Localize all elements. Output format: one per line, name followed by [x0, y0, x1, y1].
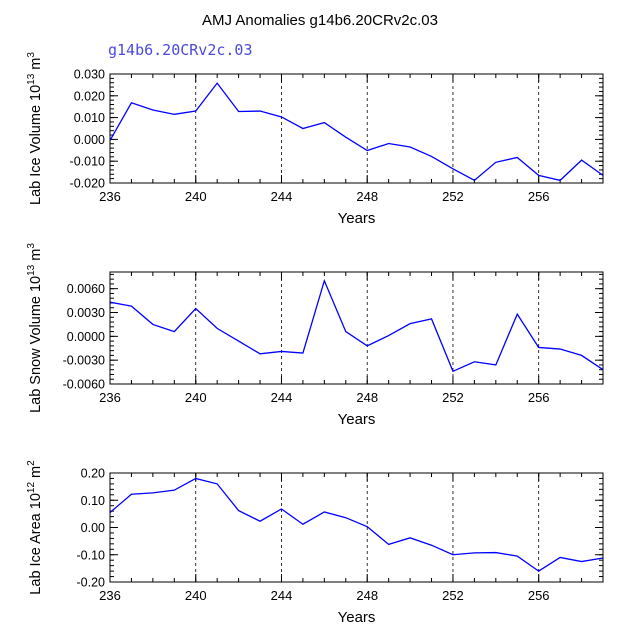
y-tick-label: -0.0030 [63, 354, 105, 368]
x-tick-label: 248 [356, 588, 378, 603]
x-tick-label: 256 [528, 390, 550, 405]
y-axis-label-unit: m [28, 58, 44, 74]
y-axis-label-unit-exponent: 3 [26, 52, 37, 58]
y-tick-label: 0.0030 [67, 306, 105, 320]
y-tick-label: -0.010 [70, 155, 105, 169]
x-tick-label: 240 [185, 390, 207, 405]
figure-title: AMJ Anomalies g14b6.20CRv2c.03 [202, 12, 438, 29]
x-tick-label: 256 [528, 189, 550, 204]
x-tick-label: 252 [442, 189, 464, 204]
x-tick-label: 240 [185, 189, 207, 204]
y-axis-label-exponent: 12 [26, 482, 37, 494]
y-tick-label: 0.010 [74, 111, 105, 125]
y-tick-label: 0.000 [74, 133, 105, 147]
y-tick-label: -0.20 [77, 576, 106, 590]
y-axis-label: Lab Ice Area 1012 m2 [26, 460, 44, 595]
y-axis-label-text: Lab Snow Volume 10 [28, 276, 44, 413]
x-tick-label: 244 [271, 588, 293, 603]
y-axis-label-exponent: 13 [26, 73, 37, 85]
x-axis-label: Years [338, 609, 376, 626]
chart-panel-1: 236 240 244 248 252 256 -0.020 -0.010 0.000 0.010… [26, 52, 604, 227]
x-tick-label: 244 [271, 390, 293, 405]
chart-panel-3: 236 240 244 248 252 256 -0.20 -0.10 0.00 0.10 0.20… [26, 460, 604, 626]
y-axis-label-unit-exponent: 3 [26, 243, 37, 249]
y-tick-label: -0.0060 [63, 378, 105, 392]
y-tick-label: -0.020 [70, 177, 105, 191]
chart-panel-2: 236 240 244 248 252 256 -0.0060 -0.0030 0.0000 0.… [26, 243, 604, 428]
data-series-line [109, 278, 604, 373]
y-tick-label: 0.0000 [67, 330, 105, 344]
x-tick-label: 252 [442, 390, 464, 405]
x-axis-label: Years [338, 411, 376, 428]
plot-frame [109, 472, 604, 583]
y-tick-label: 0.20 [81, 467, 105, 481]
y-tick-label: 0.0060 [67, 282, 105, 296]
x-axis-label: Years [338, 210, 376, 227]
case-label: g14b6.20CRv2c.03 [108, 41, 253, 59]
x-tick-label: 244 [271, 189, 293, 204]
y-axis-label-text: Lab Ice Area 10 [28, 493, 44, 595]
data-series-line [109, 82, 604, 182]
y-tick-label: 0.00 [81, 521, 105, 535]
y-axis-label-unit: m [28, 466, 44, 482]
x-tick-label: 252 [442, 588, 464, 603]
x-tick-label: 236 [99, 588, 121, 603]
plot-frame [109, 73, 604, 184]
y-axis-label-unit-exponent: 2 [26, 460, 37, 466]
plot-frame [109, 271, 604, 385]
x-tick-label: 256 [528, 588, 550, 603]
x-tick-label: 248 [356, 390, 378, 405]
y-tick-label: -0.10 [77, 548, 106, 562]
x-tick-label: 236 [99, 189, 121, 204]
y-tick-label: 0.10 [81, 494, 105, 508]
y-axis-label-exponent: 13 [26, 264, 37, 276]
data-series-line [109, 477, 604, 572]
y-axis-label: Lab Snow Volume 1013 m3 [26, 243, 44, 413]
y-axis-label-unit: m [28, 249, 44, 265]
x-tick-label: 248 [356, 189, 378, 204]
y-axis-label-text: Lab Ice Volume 10 [28, 85, 44, 205]
x-tick-label: 240 [185, 588, 207, 603]
y-tick-label: 0.020 [74, 89, 105, 103]
x-tick-label: 236 [99, 390, 121, 405]
y-axis-label: Lab Ice Volume 1013 m3 [26, 52, 44, 205]
y-tick-label: 0.030 [74, 68, 105, 82]
